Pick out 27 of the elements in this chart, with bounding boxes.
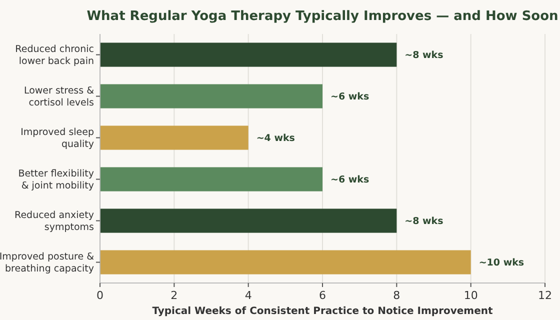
data-label: ~6 wks [330, 92, 370, 103]
data-label: ~8 wks [404, 50, 444, 62]
bar [100, 250, 471, 274]
data-label: ~8 wks [404, 216, 444, 228]
bar [100, 208, 397, 233]
y-tick-label: Reduced chronic lower back pain [15, 44, 94, 68]
bar [100, 42, 397, 67]
bar [100, 167, 322, 192]
x-tick-label: 2 [170, 289, 178, 302]
y-tick-label: Improved sleep quality [20, 127, 94, 150]
chart-title: What Regular Yoga Therapy Typically Improves — and How Soon [86, 9, 558, 24]
x-tick-label: 12 [538, 289, 552, 302]
y-tick-label: Reduced anxiety symptoms [14, 210, 94, 234]
x-tick-label: 0 [96, 289, 104, 302]
x-tick-label: 8 [393, 289, 400, 302]
data-label: ~10 wks [478, 258, 524, 269]
x-tick-label: 4 [244, 289, 252, 302]
bar [100, 126, 248, 150]
y-tick-label: Lower stress & cortisol levels [24, 86, 95, 109]
data-label: ~6 wks [330, 174, 370, 186]
y-tick-label: Better flexibility & joint mobility [18, 168, 94, 192]
x-tick-label: 10 [464, 289, 478, 302]
x-axis-title: Typical Weeks of Consistent Practice to Notice Improvement [152, 306, 493, 317]
x-tick-label: 6 [319, 289, 326, 302]
y-tick-label: Improved posture & breathing capacity [0, 252, 95, 275]
bar [100, 84, 322, 108]
data-label: ~4 wks [256, 133, 296, 144]
